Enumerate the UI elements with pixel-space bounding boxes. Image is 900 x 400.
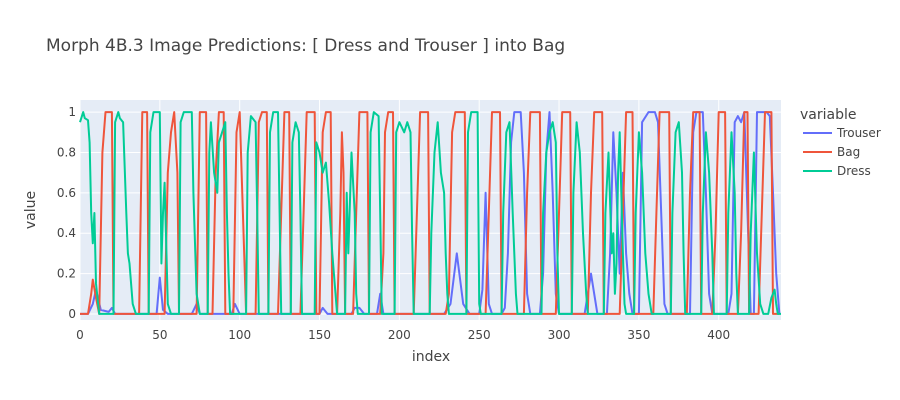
x-tick-label: 200 [388,328,411,342]
series-line-bag [80,111,780,315]
x-tick-label: 350 [627,328,650,342]
y-tick-label: 1 [68,105,76,119]
legend-label: Bag [837,145,860,159]
y-tick-label: 0.2 [57,267,76,281]
x-tick-label: 0 [76,328,84,342]
x-axis-ticks: 0 50 100 150 200 250 300 350 400 [76,328,730,342]
x-axis-title: index [412,349,450,365]
series-line-dress [79,111,781,315]
x-tick-label: 100 [228,328,251,342]
legend-item-dress[interactable]: Dress [803,164,871,178]
legend[interactable]: variable Trouser Bag Dress [800,107,881,178]
y-axis-ticks: 0 0.2 0.4 0.6 0.8 1 [57,105,76,321]
legend-label: Trouser [836,126,881,140]
legend-item-trouser[interactable]: Trouser [803,126,881,140]
y-tick-label: 0.6 [57,186,76,200]
legend-title: variable [800,107,856,123]
y-axis-title: value [23,191,39,229]
chart-title: Morph 4B.3 Image Predictions: [ Dress an… [46,36,565,56]
y-tick-label: 0.8 [57,145,76,159]
x-tick-label: 150 [308,328,331,342]
legend-label: Dress [837,164,871,178]
x-tick-label: 250 [468,328,491,342]
y-tick-label: 0.4 [57,226,76,240]
x-tick-label: 300 [548,328,571,342]
y-tick-label: 0 [68,307,76,321]
legend-item-bag[interactable]: Bag [803,145,860,159]
series-layer [79,111,781,315]
series-line-trouser [80,111,781,315]
x-tick-label: 50 [152,328,167,342]
x-tick-label: 400 [707,328,730,342]
